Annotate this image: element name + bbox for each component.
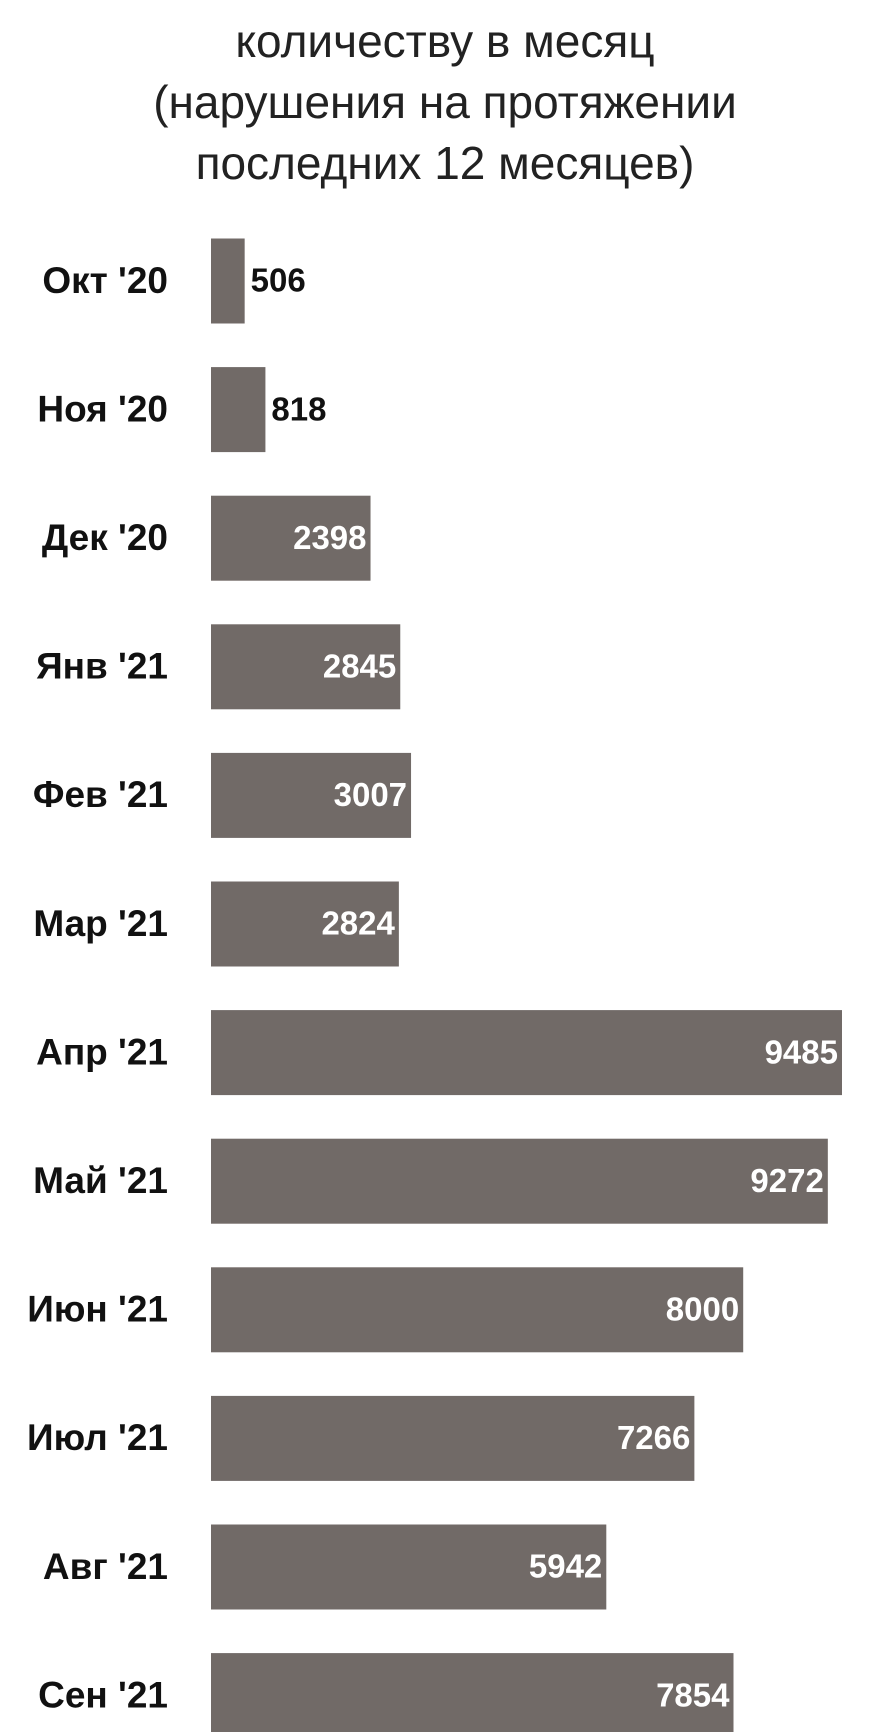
bar bbox=[211, 1138, 828, 1224]
y-tick-label: Мар '21 bbox=[33, 903, 168, 944]
chart-title: последних 12 месяцев) bbox=[196, 137, 695, 189]
bar bbox=[211, 1653, 734, 1732]
bar bbox=[211, 624, 401, 710]
bar bbox=[211, 367, 266, 453]
value-label: 2845 bbox=[323, 648, 396, 685]
y-tick-label: Сен '21 bbox=[38, 1674, 168, 1715]
value-label: 506 bbox=[251, 262, 306, 299]
y-tick-label: Июл '21 bbox=[27, 1417, 168, 1458]
y-tick-label: Ноя '20 bbox=[37, 388, 168, 429]
value-label: 2398 bbox=[293, 519, 366, 556]
y-tick-label: Май '21 bbox=[33, 1160, 168, 1201]
bar bbox=[211, 1267, 744, 1353]
y-tick-label: Июн '21 bbox=[27, 1289, 168, 1330]
value-label: 7266 bbox=[617, 1419, 690, 1456]
value-label: 2824 bbox=[321, 905, 395, 942]
chart-title: количеству в месяц bbox=[235, 15, 654, 67]
value-label: 9272 bbox=[750, 1162, 823, 1199]
bar bbox=[211, 1395, 695, 1481]
y-tick-label: Окт '20 bbox=[42, 260, 168, 301]
bar bbox=[211, 752, 412, 838]
bar bbox=[211, 238, 245, 324]
bar bbox=[211, 1010, 842, 1096]
value-label: 7854 bbox=[656, 1676, 730, 1713]
value-label: 3007 bbox=[334, 776, 407, 813]
bar bbox=[211, 495, 371, 581]
chart-title: (нарушения на протяжении bbox=[153, 76, 737, 128]
y-tick-label: Апр '21 bbox=[36, 1031, 168, 1072]
value-label: 818 bbox=[271, 390, 326, 427]
y-tick-label: Фев '21 bbox=[33, 774, 168, 815]
value-label: 5942 bbox=[529, 1548, 602, 1585]
bar bbox=[211, 881, 399, 967]
y-tick-label: Авг '21 bbox=[43, 1546, 168, 1587]
y-tick-label: Янв '21 bbox=[36, 646, 168, 687]
bar bbox=[211, 1524, 607, 1610]
value-label: 9485 bbox=[765, 1033, 838, 1070]
value-label: 8000 bbox=[666, 1291, 739, 1328]
y-tick-label: Дек '20 bbox=[42, 517, 168, 558]
